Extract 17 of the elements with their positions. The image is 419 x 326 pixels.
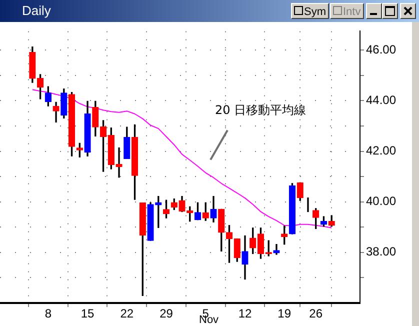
x-tick-label: 19 xyxy=(278,306,292,321)
y-tick-label: 44.00 xyxy=(366,93,396,108)
x-tick-label: 29 xyxy=(160,306,174,321)
candlestick xyxy=(116,147,122,178)
y-tick-label: 38.00 xyxy=(366,244,396,259)
x-tick-label: 26 xyxy=(309,306,323,321)
y-tick-label: 42.00 xyxy=(366,144,396,158)
x-tick-label: 8 xyxy=(44,306,52,321)
chart-title: Daily xyxy=(22,3,51,18)
annotation: 20 日移動平均線 xyxy=(215,102,306,119)
x-tick-label: 22 xyxy=(120,306,134,321)
x-tick-label: 15 xyxy=(80,306,95,321)
y-tick-label: 46.00 xyxy=(366,42,396,56)
x-tick-label: 12 xyxy=(238,306,252,321)
text: Sym xyxy=(304,6,326,18)
text: Intv xyxy=(343,6,361,18)
y-tick-label: 40.00 xyxy=(366,194,396,208)
